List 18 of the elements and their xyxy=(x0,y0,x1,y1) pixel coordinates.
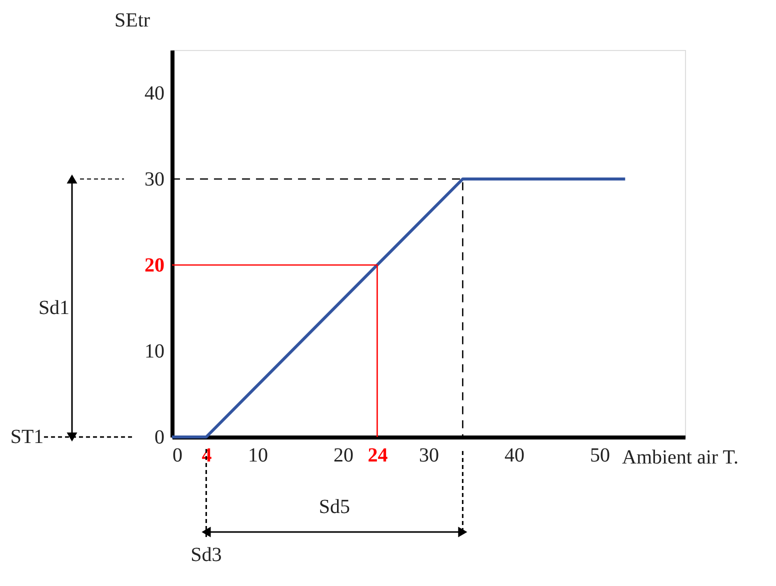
x-tick-label: 30 xyxy=(419,444,439,466)
x-tick-label: 10 xyxy=(248,444,268,466)
x-tick-label: 50 xyxy=(590,444,610,466)
text: Sd3 xyxy=(190,544,222,566)
y-tick-label: 10 xyxy=(144,340,164,362)
text: Sd1 xyxy=(38,297,70,319)
y-tick-label: 40 xyxy=(144,82,164,104)
x-tick-label: 0 xyxy=(172,444,182,466)
text: Sd5 xyxy=(318,496,350,518)
y-tick-label: 30 xyxy=(144,168,164,190)
x-tick-label: 40 xyxy=(504,444,524,466)
x-tick-label: 24 xyxy=(368,444,388,466)
y-axis-title: SEtr xyxy=(114,10,150,32)
x-axis-title: Ambient air T. xyxy=(622,446,738,468)
y-tick-label: 0 xyxy=(154,426,164,448)
text: ST1 xyxy=(10,426,44,448)
y-tick-label: 20 xyxy=(144,254,164,276)
x-tick-label: 20 xyxy=(334,444,354,466)
